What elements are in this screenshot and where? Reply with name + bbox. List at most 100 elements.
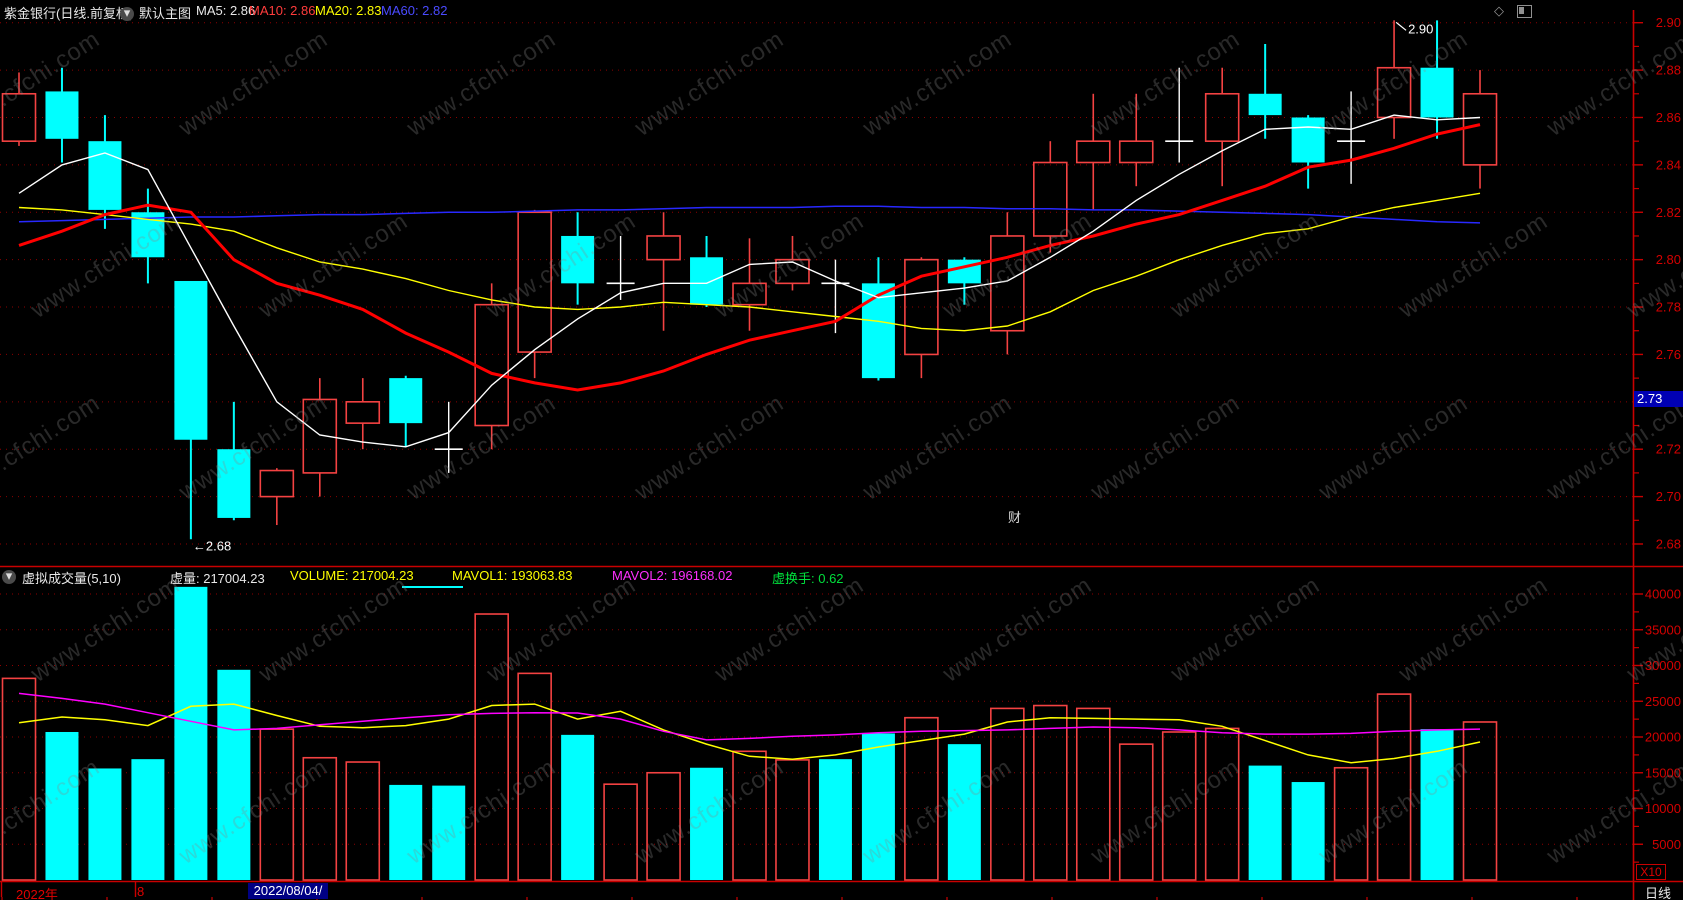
volume-bar — [1376, 693, 1412, 881]
candle — [1075, 140, 1111, 164]
svg-text:2.90: 2.90 — [1656, 15, 1681, 30]
volume-bar — [1333, 766, 1369, 881]
volume-bar — [174, 586, 208, 880]
axis-year-label: 2022年 — [16, 887, 58, 900]
svg-text:20000: 20000 — [1645, 730, 1681, 745]
svg-text:2.88: 2.88 — [1656, 63, 1681, 78]
volume-bar — [45, 731, 79, 880]
candle — [646, 235, 681, 261]
svg-text:35000: 35000 — [1645, 622, 1681, 637]
candle — [88, 141, 122, 210]
volume-bar — [259, 728, 295, 881]
candle — [1033, 161, 1068, 237]
volume-bar — [432, 785, 466, 880]
candle — [174, 280, 208, 440]
candle — [517, 211, 552, 353]
volume-bar — [389, 784, 423, 880]
ma20-label: MA20: 2.83 — [315, 3, 382, 18]
xuhuanshou-value: 虚换手: 0.62 — [772, 571, 844, 586]
candle — [1, 92, 37, 142]
mavol2-line — [18, 692, 1481, 741]
candle — [1248, 93, 1282, 116]
volume-bar — [818, 759, 852, 880]
main-chart-header: 紫金银行(日线.前复权) ▾ 默认主图 MA5: 2.86 MA10: 2.86… — [4, 3, 448, 21]
candle — [217, 449, 251, 518]
svg-text:25000: 25000 — [1645, 694, 1681, 709]
volume-bar — [1161, 731, 1197, 881]
svg-text:2.84: 2.84 — [1656, 157, 1681, 172]
volume-bar — [775, 759, 810, 881]
candle — [904, 258, 939, 356]
mavol2-value: MAVOL2: 196168.02 — [612, 568, 733, 583]
volume-bar — [947, 744, 981, 880]
volume-bar — [1, 677, 37, 881]
view-mode-label[interactable]: 默认主图 — [139, 6, 192, 21]
candle — [389, 378, 423, 424]
highlight-strip — [402, 586, 463, 588]
svg-text:2.68: 2.68 — [1656, 536, 1681, 551]
symbol-title: 紫金银行(日线.前复权) — [4, 6, 134, 21]
mavol1-line — [18, 703, 1481, 764]
diamond-icon[interactable]: ◇ — [1494, 3, 1504, 18]
candle — [861, 283, 895, 379]
current-price-badge: 2.73 — [1634, 391, 1683, 407]
candle — [1204, 92, 1240, 142]
candle — [1376, 66, 1412, 119]
volume-bar — [131, 759, 165, 880]
volume-bar — [1462, 721, 1498, 881]
candle — [474, 303, 509, 427]
volume-indicator-name[interactable]: 虚拟成交量(5,10) — [22, 571, 121, 586]
volume-bar — [1075, 707, 1111, 881]
candle — [1291, 117, 1325, 163]
volume-bar — [302, 756, 338, 881]
volume-value: VOLUME: 217004.23 — [290, 568, 414, 583]
candle — [45, 91, 79, 139]
volume-bar — [1033, 704, 1068, 881]
volume-bar — [474, 613, 509, 881]
candle — [775, 258, 810, 285]
svg-text:2.90: 2.90 — [1408, 21, 1433, 36]
volume-bar — [345, 761, 381, 881]
volume-bar — [1248, 765, 1282, 880]
svg-text:←2.68: ←2.68 — [193, 538, 231, 553]
period-label[interactable]: 日线 — [1645, 886, 1672, 900]
volume-bar — [217, 669, 251, 880]
svg-text:15000: 15000 — [1645, 765, 1681, 780]
candle — [690, 257, 724, 305]
candle — [1462, 92, 1498, 166]
volume-bar — [904, 716, 939, 881]
candle — [732, 282, 767, 306]
ma10-line — [18, 123, 1481, 392]
window-icon[interactable] — [1517, 5, 1532, 18]
volume-bar — [603, 783, 638, 881]
volume-bar — [517, 672, 552, 881]
svg-text:2.76: 2.76 — [1656, 347, 1681, 362]
candle — [302, 398, 338, 474]
svg-text:2.72: 2.72 — [1656, 442, 1681, 457]
volume-bar — [1420, 729, 1454, 880]
mavol1-value: MAVOL1: 193063.83 — [452, 568, 573, 583]
volume-bar — [990, 707, 1025, 881]
volume-bar — [561, 734, 595, 880]
volume-panel-header: ▾ 虚拟成交量(5,10) 虚量: 217004.23 VOLUME: 2170… — [0, 567, 1630, 586]
candle — [1420, 67, 1454, 118]
volume-bar — [732, 750, 767, 881]
volume-bar — [1204, 727, 1240, 881]
volume-bar — [861, 733, 895, 880]
selected-date-label: 2022/08/04/四 — [248, 883, 328, 900]
volume-bar — [88, 768, 122, 880]
volume-unit-label: X10 — [1636, 864, 1666, 880]
svg-text:2.78: 2.78 — [1656, 300, 1681, 315]
svg-text:5000: 5000 — [1652, 837, 1681, 852]
volume-bar — [1291, 782, 1325, 880]
candle — [561, 235, 595, 284]
volume-bar — [690, 767, 724, 880]
watermark-char: 财 — [1008, 510, 1022, 525]
candle — [259, 469, 295, 498]
svg-text:2.70: 2.70 — [1656, 489, 1681, 504]
svg-text:2.80: 2.80 — [1656, 252, 1681, 267]
ma5-line — [18, 114, 1481, 448]
svg-text:40000: 40000 — [1645, 587, 1681, 602]
